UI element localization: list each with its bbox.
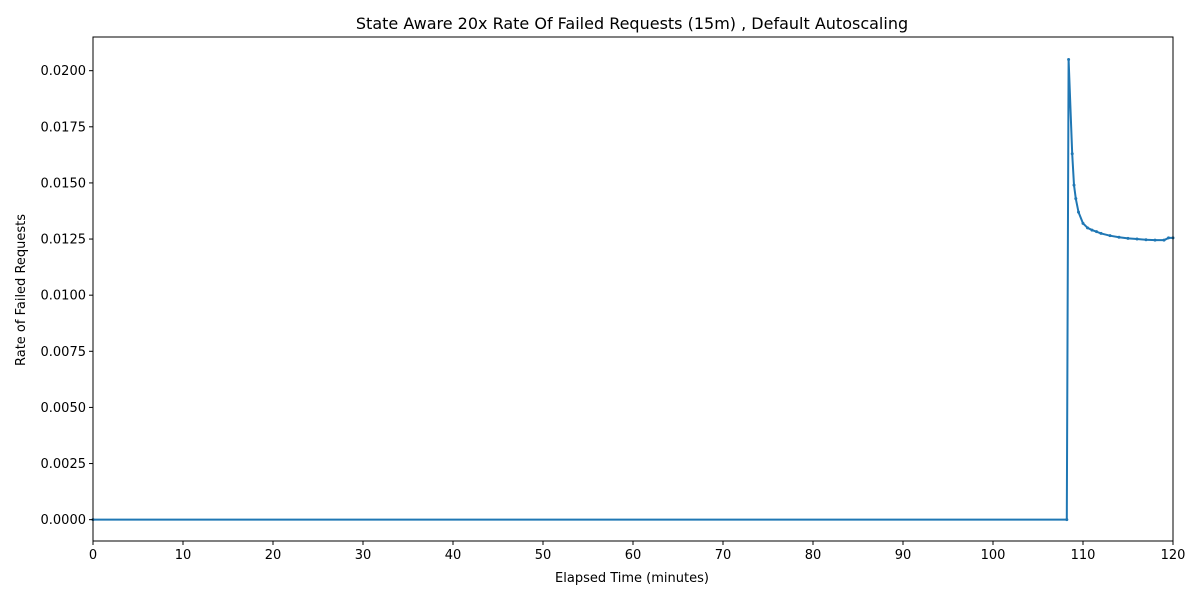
data-point [1095, 230, 1098, 234]
plot-area [91, 57, 1175, 522]
x-tick-label: 80 [805, 548, 822, 563]
data-point [1072, 183, 1076, 187]
data-point [1067, 57, 1071, 61]
y-tick-label: 0.0125 [41, 233, 87, 248]
data-point [1099, 231, 1103, 235]
data-point [1074, 197, 1078, 201]
data-point [1126, 236, 1130, 240]
x-axis-label: Elapsed Time (minutes) [555, 571, 709, 586]
data-point [1090, 228, 1094, 232]
data-point [1167, 236, 1170, 240]
x-axis: 0 10 20 30 40 50 60 70 80 90 100 110 120 [89, 541, 1186, 563]
data-point [1065, 518, 1069, 522]
data-point [1162, 238, 1166, 242]
y-tick-label: 0.0100 [41, 289, 87, 304]
y-tick-label: 0.0000 [41, 513, 87, 528]
data-point [1070, 152, 1074, 156]
x-tick-label: 60 [625, 548, 642, 563]
x-tick-label: 120 [1161, 548, 1186, 563]
data-point [1117, 235, 1121, 239]
data-point [1086, 226, 1089, 230]
data-point [1153, 238, 1157, 242]
x-tick-label: 0 [89, 548, 97, 563]
data-point [1144, 238, 1148, 242]
x-tick-label: 30 [355, 548, 372, 563]
data-point [1108, 234, 1112, 238]
x-tick-label: 40 [445, 548, 462, 563]
y-axis: 0.0000 0.0025 0.0050 0.0075 0.0100 0.0125 0.01… [41, 64, 93, 528]
x-tick-label: 50 [535, 548, 552, 563]
x-tick-label: 10 [175, 548, 192, 563]
x-tick-label: 20 [265, 548, 282, 563]
data-point [1135, 237, 1139, 241]
y-tick-label: 0.0175 [41, 120, 87, 135]
y-axis-label: Rate of Failed Requests [14, 214, 29, 366]
plot-frame [92, 36, 1174, 542]
x-tick-label: 70 [715, 548, 732, 563]
y-tick-label: 0.0200 [41, 64, 87, 79]
x-tick-label: 90 [895, 548, 912, 563]
data-point [1077, 210, 1080, 214]
y-tick-label: 0.0150 [41, 176, 87, 191]
y-tick-label: 0.0075 [41, 345, 87, 360]
x-tick-label: 110 [1071, 548, 1096, 563]
chart-title: State Aware 20x Rate Of Failed Requests … [356, 14, 908, 33]
y-tick-label: 0.0050 [41, 401, 87, 416]
y-tick-label: 0.0025 [41, 457, 87, 472]
x-tick-label: 100 [981, 548, 1006, 563]
data-point [1081, 221, 1085, 225]
